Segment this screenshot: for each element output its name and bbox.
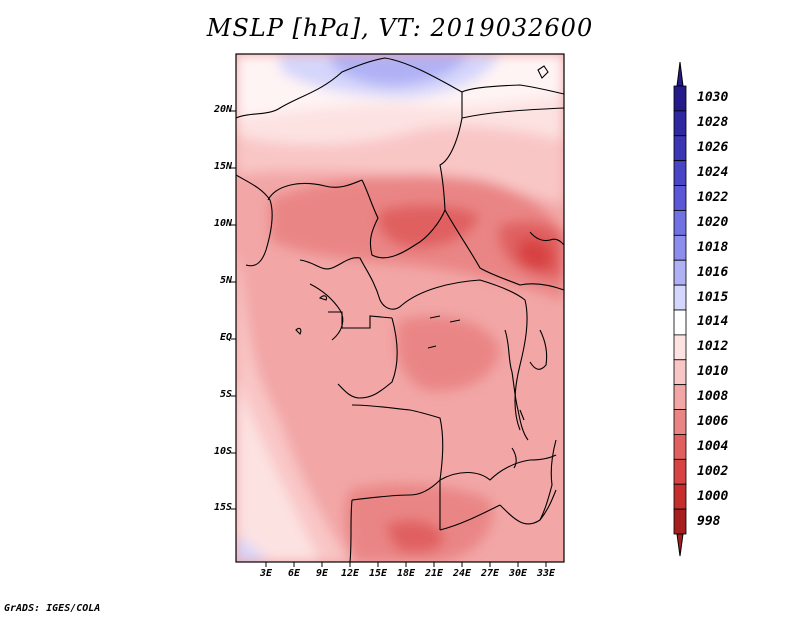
colorbar-swatch-1 [673,110,687,137]
lon-label-24e: 24E [452,568,472,579]
lat-label-5s: 5S [219,389,232,400]
colorbar-label-1022: 1022 [697,190,729,205]
colorbar-swatch-4 [673,185,687,211]
lon-label-15e: 15E [368,568,388,579]
colorbar-swatch-17 [673,508,687,535]
colorbar-swatch-7 [673,259,687,286]
colorbar-label-1018: 1018 [697,239,729,255]
colorbar-label-1026: 1026 [697,140,729,156]
lat-label-10s: 10S [213,446,232,457]
colorbar-label-1014: 1014 [697,314,729,330]
colorbar-swatch-5 [673,210,687,236]
lat-label-10n: 10N [213,218,232,229]
map-frame [235,53,565,563]
longitude-tick-marks [265,562,547,567]
colorbar-swatch-8 [673,284,687,311]
colorbar-label-1028: 1028 [697,115,729,131]
colorbar-swatch-9 [673,309,687,336]
colorbar-swatch-6 [673,234,687,261]
lat-label-15n: 15N [213,161,232,172]
pressure-field [236,54,564,562]
colorbar-label-1012: 1012 [697,339,729,355]
map-title: MSLP [hPa], VT: 2019032600 [206,14,594,42]
colorbar-label-1015: 1015 [697,289,729,305]
lat-label-15s: 15S [213,502,232,513]
colorbar-swatches [673,85,687,535]
colorbar-swatch-11 [673,359,687,386]
lon-label-12e: 12E [340,568,360,579]
colorbar-swatch-0 [673,85,687,112]
lon-label-18e: 18E [396,568,416,579]
colorbar-swatch-10 [673,334,687,361]
lon-label-30e: 30E [508,568,528,579]
colorbar-swatch-12 [673,384,687,410]
colorbar-swatch-14 [673,434,687,460]
colorbar-label-1000: 1000 [697,488,729,504]
colorbar-label-1030: 1030 [697,90,729,106]
colorbar-swatch-2 [673,135,687,162]
colorbar-top-arrow [676,61,684,87]
country-borders [236,57,564,562]
colorbar-label-1020: 1020 [697,214,729,230]
colorbar-label-1010: 1010 [697,364,729,380]
lon-label-9e: 9E [315,568,329,579]
colorbar-swatch-16 [673,483,687,510]
colorbar-label-1006: 1006 [697,414,729,429]
colorbar-label-998: 998 [697,513,721,529]
lon-label-21e: 21E [424,568,444,579]
lat-label-eq: EQ [219,332,232,343]
lon-label-27e: 27E [480,568,500,579]
colorbar-bottom-arrow [676,533,684,557]
colorbar-label-1016: 1016 [697,264,729,280]
colorbar-swatch-3 [673,160,687,186]
lon-label-33e: 33E [536,568,556,579]
colorbar-swatch-13 [673,409,687,435]
colorbar-swatch-15 [673,458,687,485]
colorbar-label-1008: 1008 [697,389,729,405]
lat-label-5n: 5N [219,275,232,286]
colorbar-label-1004: 1004 [697,438,729,454]
lat-label-20n: 20N [213,104,232,115]
latitude-tick-marks [231,110,236,510]
lon-label-6e: 6E [287,568,301,579]
lon-label-3e: 3E [259,568,273,579]
colorbar [673,61,687,557]
colorbar-label-1002: 1002 [697,463,729,479]
grads-credit: GrADS: IGES/COLA [4,603,101,614]
colorbar-label-1024: 1024 [697,165,729,181]
